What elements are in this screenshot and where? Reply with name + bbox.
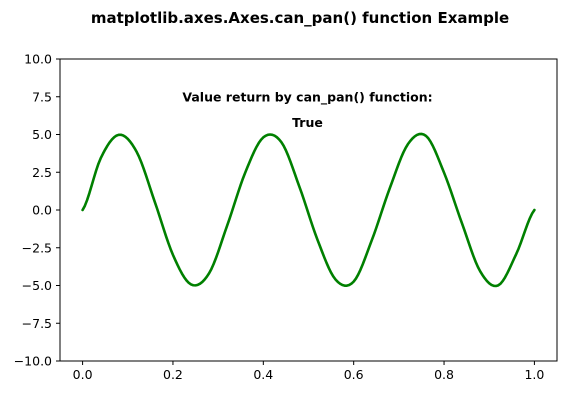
y-tick-label: −10.0: [14, 354, 52, 369]
y-tick-label: −2.5: [22, 240, 52, 255]
x-tick-label: 0.0: [73, 367, 93, 382]
y-tick-label: 10.0: [24, 52, 52, 67]
y-tick-label: −7.5: [22, 316, 52, 331]
y-tick-label: 7.5: [32, 89, 52, 104]
y-tick-label: 5.0: [32, 127, 52, 142]
x-tick-label: 0.8: [434, 367, 454, 382]
x-tick-label: 1.0: [524, 367, 544, 382]
x-tick-label: 0.4: [253, 367, 273, 382]
y-tick-label: 2.5: [32, 165, 52, 180]
y-tick-label: −5.0: [22, 278, 52, 293]
annotation-text: True: [292, 115, 323, 130]
x-tick-label: 0.2: [163, 367, 183, 382]
chart-title: matplotlib.axes.Axes.can_pan() function …: [91, 9, 509, 27]
x-tick-label: 0.6: [344, 367, 364, 382]
annotation-text: Value return by can_pan() function:: [182, 89, 432, 105]
series-line-0: [81, 132, 536, 288]
y-tick-label: 0.0: [32, 203, 52, 218]
